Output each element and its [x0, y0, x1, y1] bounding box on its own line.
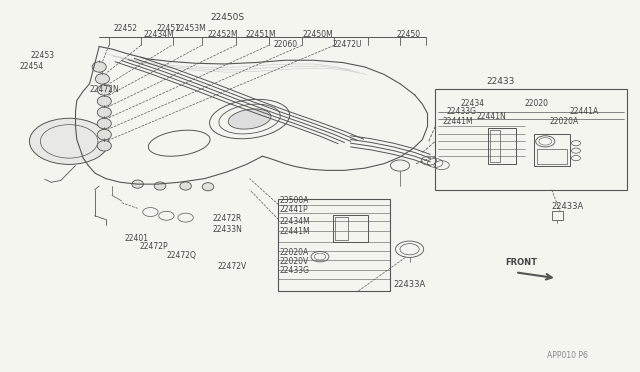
Text: 22433A: 22433A [552, 202, 584, 211]
Text: 22472R: 22472R [212, 214, 242, 223]
Bar [490, 130, 500, 162]
Text: 22472P: 22472P [140, 242, 168, 251]
Text: 22433: 22433 [486, 77, 515, 86]
Text: 22452M: 22452M [208, 30, 239, 39]
Text: 22450: 22450 [397, 30, 421, 39]
Bar [488, 128, 516, 164]
Text: 22472N: 22472N [90, 85, 119, 94]
Ellipse shape [180, 182, 191, 190]
Ellipse shape [92, 62, 106, 72]
Text: 22453M: 22453M [176, 24, 207, 33]
Text: 22453: 22453 [31, 51, 55, 60]
Text: 22020A: 22020A [279, 248, 308, 257]
Text: 22472U: 22472U [333, 40, 362, 49]
Text: 22441A: 22441A [570, 107, 599, 116]
Text: 22441M: 22441M [443, 118, 474, 126]
Ellipse shape [97, 118, 111, 129]
Ellipse shape [97, 96, 111, 106]
Text: 22451M: 22451M [245, 30, 276, 39]
Text: 22434: 22434 [461, 99, 485, 108]
Ellipse shape [97, 85, 111, 95]
Text: 22433G: 22433G [447, 107, 477, 116]
Bar [333, 215, 368, 242]
Bar [335, 217, 348, 240]
Ellipse shape [97, 107, 111, 118]
Text: 22020V: 22020V [279, 257, 308, 266]
Text: 22401: 22401 [125, 234, 149, 243]
Text: 22434M: 22434M [144, 30, 175, 39]
Text: 22433A: 22433A [394, 280, 426, 289]
Text: 22020A: 22020A [549, 118, 579, 126]
Text: 22452: 22452 [114, 24, 138, 33]
Bar [537, 149, 567, 164]
Ellipse shape [228, 109, 271, 129]
Text: 22433N: 22433N [212, 225, 243, 234]
Text: 22472V: 22472V [218, 262, 247, 271]
Ellipse shape [95, 74, 109, 84]
Text: 22450M: 22450M [302, 30, 333, 39]
Text: 22060: 22060 [274, 40, 298, 49]
Ellipse shape [154, 182, 166, 190]
Circle shape [29, 118, 109, 164]
Bar [278, 199, 390, 291]
Ellipse shape [97, 141, 111, 151]
Ellipse shape [97, 129, 111, 140]
Text: 22454: 22454 [19, 62, 44, 71]
Text: 22450S: 22450S [210, 13, 244, 22]
Text: 22020: 22020 [525, 99, 548, 108]
Text: 22441P: 22441P [279, 205, 308, 214]
Text: FRONT: FRONT [506, 258, 538, 267]
Ellipse shape [202, 183, 214, 191]
Text: 23500A: 23500A [279, 196, 308, 205]
Text: 22441M: 22441M [279, 227, 310, 236]
Bar [552, 211, 563, 220]
Text: 22434M: 22434M [279, 217, 310, 226]
Bar [534, 134, 570, 166]
Ellipse shape [132, 180, 143, 188]
Bar [435, 89, 627, 190]
Text: 22472Q: 22472Q [166, 251, 196, 260]
Text: 22441N: 22441N [477, 112, 506, 121]
Text: 22433G: 22433G [279, 266, 309, 275]
Text: 22451: 22451 [157, 24, 181, 33]
Text: APP010 P6: APP010 P6 [547, 351, 588, 360]
